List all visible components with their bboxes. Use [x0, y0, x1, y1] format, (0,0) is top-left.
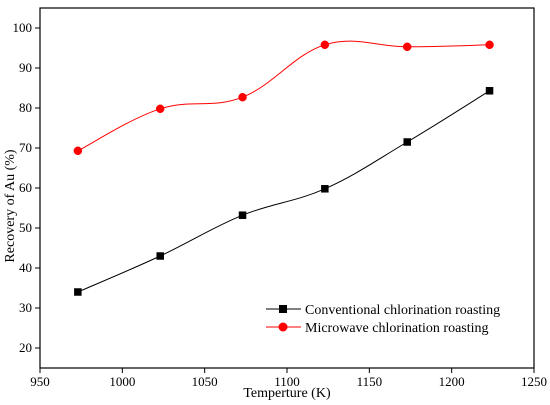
x-tick-label-4: 1150: [357, 374, 383, 389]
y-tick-label-8: 100: [13, 20, 33, 35]
series-line-1: [77, 40, 490, 152]
y-tick-label-6: 80: [19, 100, 32, 115]
series-0-point-4: [403, 138, 411, 146]
x-axis-ticks: 950 1000 1050 1100 1150 1200 1250: [30, 368, 547, 389]
y-axis-label: Recovery of Au (%): [3, 149, 18, 262]
legend-marker-conventional: [279, 305, 287, 313]
series-1-point-0: [73, 146, 83, 156]
legend: Conventional chlorination roasting Micro…: [266, 303, 500, 336]
x-tick-label-6: 1250: [521, 374, 547, 389]
x-axis-label: Temperture (K): [243, 386, 331, 401]
series-1-point-5: [485, 40, 494, 50]
y-tick-label-3: 50: [19, 220, 32, 235]
x-tick-label-1: 1000: [109, 374, 135, 389]
series-1-point-4: [402, 42, 412, 52]
legend-label-conventional: Conventional chlorination roasting: [305, 303, 500, 318]
y-tick-label-4: 60: [19, 180, 32, 195]
legend-marker-microwave: [278, 322, 288, 332]
y-tick-label-2: 40: [19, 260, 32, 275]
series-1-point-3: [320, 40, 330, 50]
y-axis-ticks: 20 30 40 50 60 70 80 90 100: [13, 20, 40, 355]
y-tick-label-0: 20: [19, 340, 32, 355]
y-tick-label-7: 90: [19, 60, 32, 75]
series-0-point-2: [238, 211, 247, 219]
series-0-point-3: [321, 185, 329, 193]
y-tick-label-5: 70: [19, 140, 32, 155]
x-tick-label-5: 1200: [439, 374, 465, 389]
series-1-point-2: [238, 92, 247, 102]
series-lines: [77, 40, 490, 293]
series-line-0: [77, 90, 490, 293]
series-markers: [73, 40, 494, 296]
series-0-point-1: [156, 252, 164, 260]
legend-label-microwave: Microwave chlorination roasting: [305, 321, 489, 336]
x-tick-label-2: 1050: [192, 374, 218, 389]
y-tick-label-1: 30: [19, 300, 32, 315]
series-0-point-5: [485, 87, 494, 95]
x-tick-label-0: 950: [30, 374, 50, 389]
series-0-point-0: [74, 288, 82, 296]
series-1-point-1: [155, 104, 165, 114]
x-tick-label-3: 1100: [274, 374, 300, 389]
